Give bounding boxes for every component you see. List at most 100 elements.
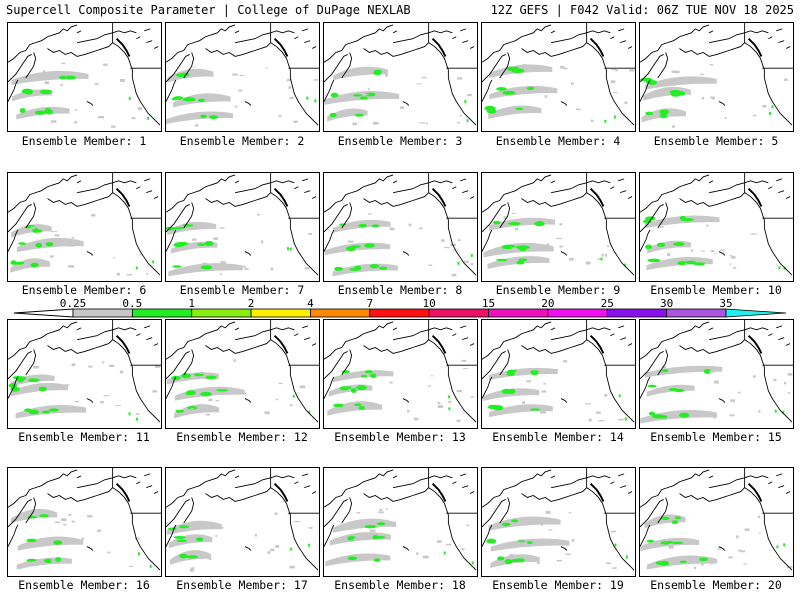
scp-speck-high bbox=[782, 410, 785, 414]
scp-shading-low bbox=[167, 68, 214, 83]
map-canvas bbox=[8, 320, 161, 424]
scp-speck bbox=[220, 261, 226, 265]
scp-speck bbox=[60, 83, 63, 86]
colorbar-tick-label: 4 bbox=[307, 297, 314, 310]
ensemble-map-panel bbox=[639, 172, 794, 282]
scp-speck bbox=[671, 70, 677, 73]
colorbar-tick-label: 30 bbox=[660, 297, 673, 310]
scp-speck bbox=[743, 563, 747, 565]
scp-speck bbox=[97, 529, 101, 532]
scp-shading-high bbox=[34, 110, 46, 115]
scp-speck bbox=[661, 366, 667, 369]
scp-speck bbox=[709, 64, 714, 66]
scp-speck-high bbox=[466, 119, 469, 123]
scp-shading-high bbox=[516, 260, 525, 265]
scp-shading-high bbox=[507, 369, 517, 373]
scp-speck bbox=[44, 81, 50, 85]
scp-speck bbox=[571, 539, 575, 542]
scp-speck bbox=[502, 372, 507, 375]
scp-speck bbox=[408, 223, 412, 227]
scp-speck bbox=[421, 76, 427, 79]
map-canvas bbox=[482, 320, 635, 424]
scp-speck bbox=[219, 273, 222, 275]
scp-shading-low bbox=[325, 553, 391, 567]
ensemble-member-label: Ensemble Member: 4 bbox=[495, 134, 621, 148]
scp-speck-high bbox=[292, 394, 295, 398]
scp-speck bbox=[54, 234, 60, 237]
scp-speck-high bbox=[448, 395, 451, 399]
scp-speck-high bbox=[600, 257, 603, 261]
scp-speck bbox=[232, 73, 238, 76]
scp-speck bbox=[367, 88, 370, 91]
scp-shading-low bbox=[482, 388, 540, 402]
scp-shading-low bbox=[488, 367, 558, 380]
scp-speck bbox=[672, 83, 676, 86]
scp-shading-high bbox=[65, 75, 77, 80]
colorbar: 0.25 0.5 1 2 4 7 10 15 20 25 30 35 bbox=[13, 297, 787, 318]
scp-shading-high bbox=[496, 258, 508, 262]
scp-speck bbox=[613, 92, 618, 94]
scp-shading-high bbox=[376, 522, 386, 526]
scp-speck bbox=[205, 413, 211, 416]
scp-speck bbox=[215, 535, 218, 537]
scp-shading-low bbox=[640, 537, 700, 551]
scp-speck bbox=[294, 520, 301, 523]
scp-speck bbox=[219, 227, 225, 229]
scp-shading-high bbox=[646, 539, 655, 543]
scp-speck-high bbox=[308, 410, 311, 414]
scp-speck bbox=[208, 557, 212, 561]
ensemble-member-label: Ensemble Member: 10 bbox=[650, 283, 782, 297]
colorbar-tick-label: 10 bbox=[423, 297, 436, 310]
scp-speck-high bbox=[768, 112, 771, 116]
scp-speck bbox=[299, 385, 306, 389]
scp-speck bbox=[724, 117, 727, 119]
map-canvas bbox=[482, 173, 635, 277]
colorbar-tick-label: 20 bbox=[541, 297, 554, 310]
scp-speck-high bbox=[774, 409, 777, 413]
scp-speck bbox=[134, 537, 140, 540]
scp-speck bbox=[588, 418, 592, 422]
scp-speck bbox=[289, 404, 293, 407]
ensemble-map-panel bbox=[323, 172, 478, 282]
scp-shading-low bbox=[644, 514, 686, 529]
scp-speck bbox=[270, 267, 274, 271]
colorbar-segment bbox=[547, 308, 608, 318]
scp-shading-high bbox=[529, 408, 541, 411]
scp-shading-low bbox=[647, 240, 692, 254]
scp-speck bbox=[710, 96, 715, 99]
scp-shading-high bbox=[371, 224, 380, 228]
scp-shading-high bbox=[699, 557, 708, 562]
scp-shading-high bbox=[205, 375, 217, 380]
scp-shading-high bbox=[526, 541, 533, 544]
map-canvas bbox=[640, 468, 793, 572]
scp-speck bbox=[720, 249, 726, 251]
scp-speck bbox=[731, 256, 736, 259]
scp-speck bbox=[729, 414, 735, 417]
scp-speck bbox=[541, 390, 547, 393]
scp-speck bbox=[419, 227, 423, 230]
scp-speck bbox=[399, 106, 405, 109]
header-title-right: 12Z GEFS | F042 Valid: 06Z TUE NOV 18 20… bbox=[490, 3, 794, 17]
scp-shading-high bbox=[175, 409, 185, 413]
scp-speck bbox=[126, 274, 133, 276]
scp-shading-high bbox=[43, 558, 53, 564]
coastline-outline bbox=[324, 468, 477, 572]
colorbar-segment bbox=[72, 308, 133, 318]
scp-shading-high bbox=[364, 370, 373, 374]
scp-speck bbox=[610, 530, 617, 533]
scp-speck-high bbox=[137, 552, 140, 556]
scp-speck bbox=[288, 86, 292, 89]
scp-speck bbox=[544, 95, 548, 98]
scp-shading-high bbox=[645, 244, 653, 250]
scp-speck bbox=[437, 405, 444, 408]
scp-shading-low bbox=[327, 401, 383, 416]
scp-shading-high bbox=[511, 519, 519, 523]
scp-speck bbox=[425, 122, 428, 125]
scp-speck bbox=[511, 212, 516, 215]
scp-shading-low bbox=[644, 365, 723, 378]
scp-speck bbox=[233, 359, 236, 362]
scp-shading-high bbox=[54, 557, 62, 562]
scp-shading-high bbox=[209, 115, 218, 120]
scp-speck bbox=[752, 375, 756, 378]
scp-speck bbox=[369, 529, 376, 532]
